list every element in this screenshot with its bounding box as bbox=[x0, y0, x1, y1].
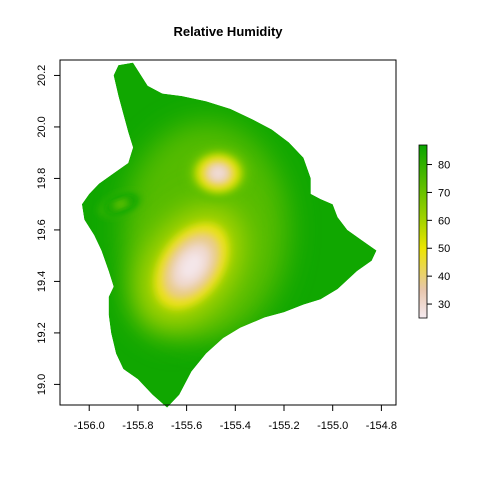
legend-colorbar bbox=[418, 144, 428, 319]
x-tick-label: -155.6 bbox=[171, 420, 202, 432]
dry-zone-1 bbox=[130, 195, 253, 337]
y-tick-label: 19.8 bbox=[36, 168, 48, 189]
legend-tick-label: 60 bbox=[438, 215, 450, 227]
humidity-contours bbox=[98, 121, 289, 339]
dry-zone-3 bbox=[98, 192, 143, 217]
color-legend: 30 40 50 60 70 80 bbox=[418, 144, 450, 319]
humidity-contour bbox=[116, 201, 125, 207]
legend-tick-label: 50 bbox=[438, 243, 450, 255]
humidity-contour bbox=[180, 252, 203, 279]
x-tick-label: -154.8 bbox=[366, 420, 397, 432]
legend-tick-label: 30 bbox=[438, 299, 450, 311]
x-axis: -156.0 -155.8 -155.6 -155.4 -155.2 -155.0 -154… bbox=[74, 404, 397, 432]
chart-title: Relative Humidity bbox=[173, 24, 283, 39]
dry-zone-2 bbox=[185, 146, 251, 201]
x-tick-label: -155.0 bbox=[317, 420, 348, 432]
legend-tick-label: 80 bbox=[438, 160, 450, 172]
x-tick-label: -155.2 bbox=[268, 420, 299, 432]
legend-ticks: 30 40 50 60 70 80 bbox=[427, 160, 450, 311]
y-tick-label: 19.0 bbox=[36, 374, 48, 395]
legend-tick-label: 70 bbox=[438, 187, 450, 199]
legend-tick-label: 40 bbox=[438, 271, 450, 283]
y-tick-label: 19.2 bbox=[36, 322, 48, 343]
y-tick-label: 20.2 bbox=[36, 65, 48, 86]
x-tick-label: -155.8 bbox=[122, 420, 153, 432]
x-tick-label: -156.0 bbox=[74, 420, 105, 432]
y-tick-label: 19.6 bbox=[36, 219, 48, 240]
y-axis: 19.0 19.2 19.4 19.6 19.8 20.0 20.2 bbox=[36, 65, 60, 395]
humidity-field bbox=[81, 62, 377, 408]
x-tick-label: -155.4 bbox=[220, 420, 251, 432]
y-tick-label: 19.4 bbox=[36, 271, 48, 292]
y-tick-label: 20.0 bbox=[36, 116, 48, 137]
humidity-contour bbox=[212, 168, 225, 179]
